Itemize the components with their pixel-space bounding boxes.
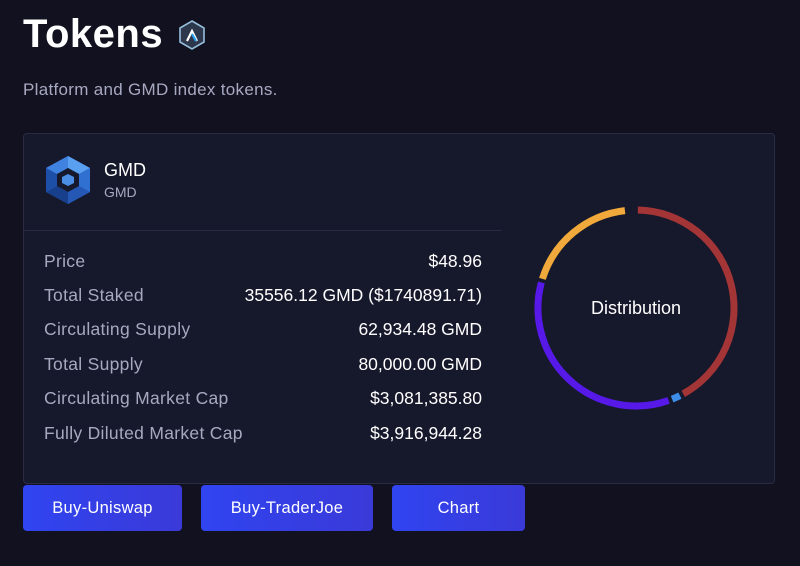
- distribution-segment[interactable]: [637, 206, 738, 397]
- stat-label: Fully Diluted Market Cap: [44, 422, 243, 443]
- distribution-donut-chart[interactable]: Distribution: [532, 204, 740, 412]
- stat-row-total-supply: Total Supply 80,000.00 GMD: [44, 347, 482, 381]
- stat-value: $48.96: [428, 250, 482, 271]
- stat-label: Total Staked: [44, 285, 144, 306]
- token-names: GMD GMD: [104, 160, 146, 200]
- token-stats: Price $48.96 Total Staked 35556.12 GMD (…: [44, 244, 482, 450]
- divider: [24, 230, 502, 231]
- stat-label: Circulating Supply: [44, 319, 191, 340]
- token-symbol: GMD: [104, 184, 137, 200]
- buy-traderjoe-button[interactable]: Buy-TraderJoe: [201, 485, 373, 531]
- distribution-segment[interactable]: [534, 281, 670, 410]
- stat-value: 80,000.00 GMD: [358, 353, 482, 374]
- stat-row-total-staked: Total Staked 35556.12 GMD ($1740891.71): [44, 278, 482, 312]
- distribution-segment[interactable]: [670, 392, 682, 403]
- stat-value: $3,081,385.80: [370, 388, 482, 409]
- stat-value: 62,934.48 GMD: [358, 319, 482, 340]
- token-card: GMD GMD Price $48.96 Total Staked 35556.…: [23, 133, 775, 484]
- stat-label: Circulating Market Cap: [44, 388, 229, 409]
- action-buttons: Buy-Uniswap Buy-TraderJoe Chart: [0, 485, 800, 531]
- stat-row-price: Price $48.96: [44, 244, 482, 278]
- stat-row-fully-diluted-market-cap: Fully Diluted Market Cap $3,916,944.28: [44, 416, 482, 450]
- gmd-logo-icon: [42, 154, 94, 206]
- page-header: Tokens: [23, 12, 207, 57]
- buy-uniswap-button[interactable]: Buy-Uniswap: [23, 485, 182, 531]
- stat-label: Total Supply: [44, 353, 143, 374]
- distribution-label: Distribution: [591, 298, 681, 318]
- token-header: GMD GMD: [42, 154, 146, 206]
- stat-label: Price: [44, 250, 86, 271]
- arbitrum-icon: [177, 19, 207, 50]
- page-subtitle: Platform and GMD index tokens.: [23, 80, 278, 99]
- stat-row-circulating-supply: Circulating Supply 62,934.48 GMD: [44, 313, 482, 347]
- stat-value: 35556.12 GMD ($1740891.71): [244, 285, 482, 306]
- stat-row-circulating-market-cap: Circulating Market Cap $3,081,385.80: [44, 382, 482, 416]
- distribution-segment[interactable]: [539, 207, 626, 280]
- page-title: Tokens: [23, 12, 164, 56]
- chart-button[interactable]: Chart: [392, 485, 525, 531]
- stat-value: $3,916,944.28: [370, 422, 482, 443]
- token-name: GMD: [104, 160, 146, 180]
